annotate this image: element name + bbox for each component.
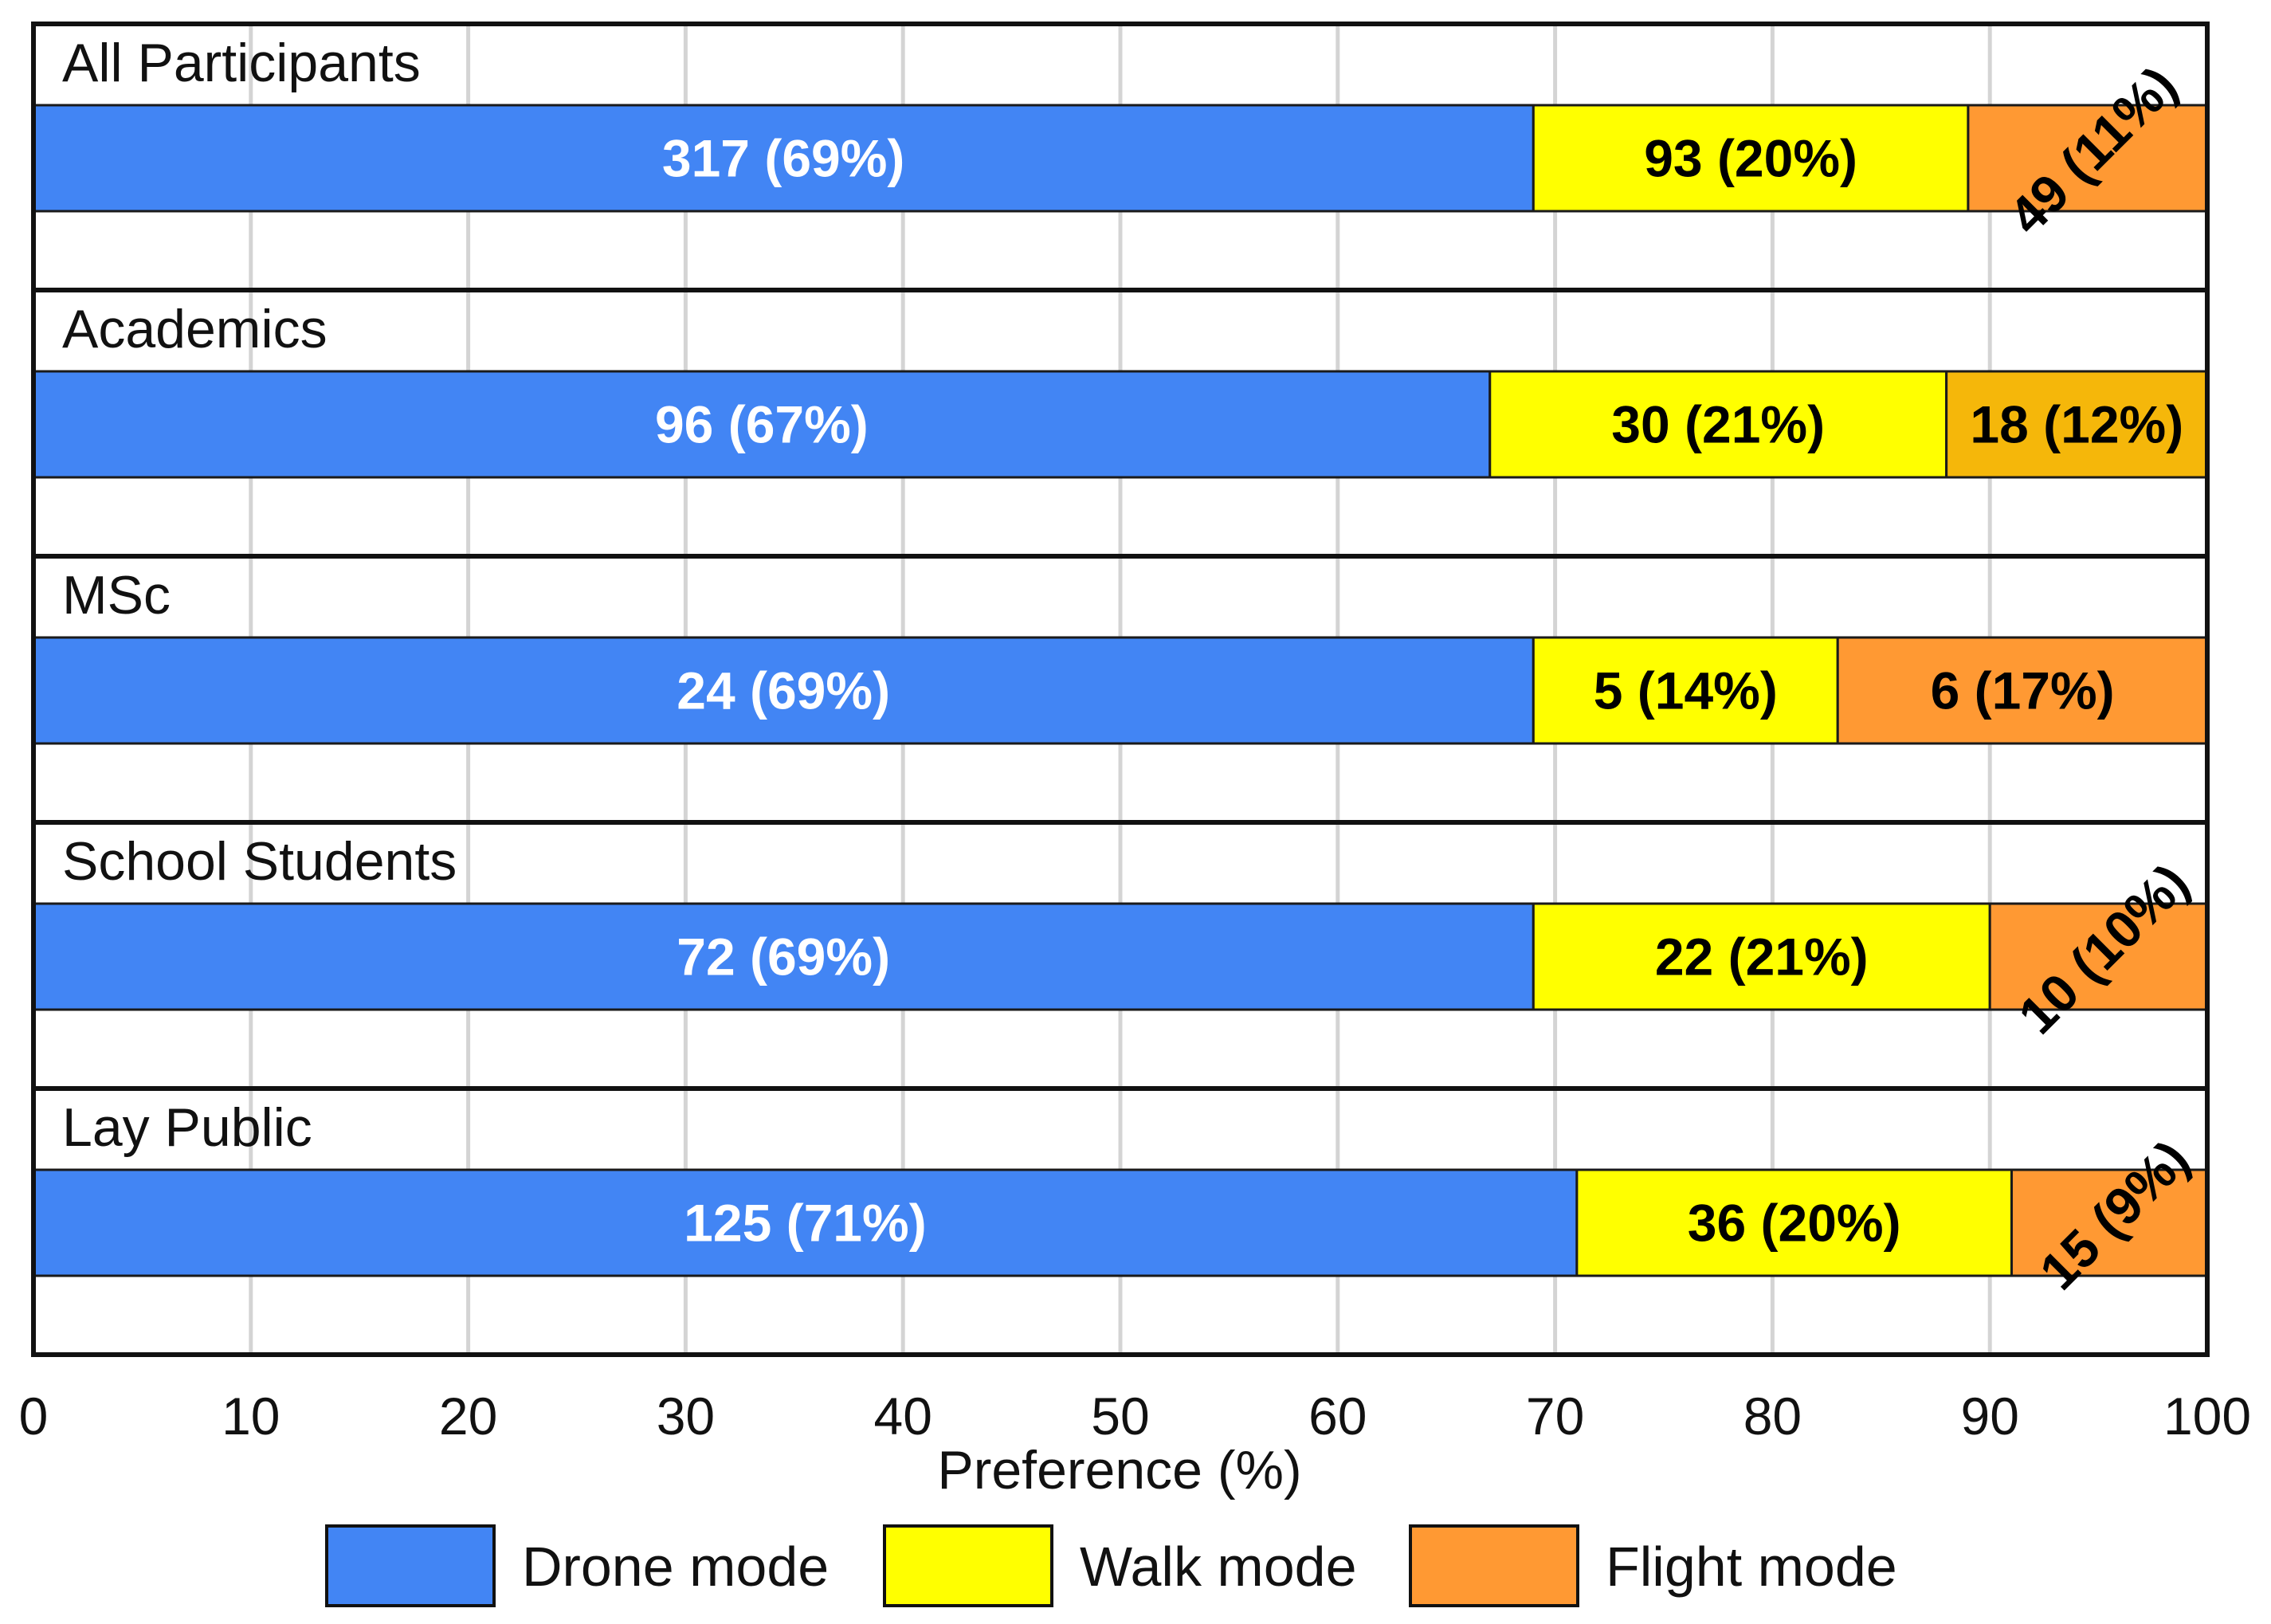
bar-label: 5 (14%) (1594, 661, 1778, 720)
x-tick-label: 60 (1308, 1387, 1367, 1446)
legend-swatch (325, 1524, 496, 1607)
bar-flight-mode (2010, 1168, 2209, 1277)
x-tick-label: 50 (1091, 1387, 1149, 1446)
panel-2: MSc 24 (69%) 5 (14%) 6 (17%) (31, 554, 2210, 825)
bar-label: 72 (69%) (677, 928, 890, 987)
legend-label: Walk mode (1080, 1536, 1357, 1598)
panel-title: Academics (62, 299, 328, 359)
bar-walk-mode (1532, 902, 1991, 1011)
panel-title: MSc (62, 565, 171, 626)
panel-title: All Participants (62, 33, 421, 93)
x-tick-label: 20 (439, 1387, 497, 1446)
bar-label: 125 (71%) (684, 1194, 927, 1253)
legend-label: Drone mode (522, 1536, 829, 1598)
panel-1: Academics 96 (67%) 30 (21%) 18 (12%) (31, 288, 2210, 559)
legend-item: Flight mode (1409, 1524, 1897, 1607)
panel-title: Lay Public (62, 1097, 312, 1158)
bar-flight-mode (1988, 902, 2209, 1011)
x-tick-label: 70 (1526, 1387, 1584, 1446)
x-tick-label: 0 (19, 1387, 49, 1446)
bar-flight-mode (1945, 370, 2209, 479)
x-tick-label: 80 (1743, 1387, 1802, 1446)
bar-label: 24 (69%) (677, 661, 890, 720)
bar-drone-mode (32, 104, 1535, 213)
bar-flight-mode (1836, 636, 2209, 745)
bar-drone-mode (32, 1168, 1579, 1277)
x-axis: 0 10 20 30 40 50 60 70 80 90 100 (19, 1387, 2251, 1446)
bar-label: 36 (20%) (1688, 1194, 1901, 1253)
legend-swatch (883, 1524, 1053, 1607)
bar-label: 18 (12%) (1970, 395, 2183, 454)
legend-item: Walk mode (883, 1524, 1357, 1607)
bar-label: 93 (20%) (1644, 129, 1857, 188)
panel-title: School Students (62, 831, 457, 892)
x-tick-label: 100 (2163, 1387, 2251, 1446)
x-tick-label: 10 (222, 1387, 280, 1446)
bar-flight-mode (1967, 104, 2209, 213)
bar-label: 317 (69%) (662, 129, 905, 188)
bar-walk-mode (1575, 1168, 2013, 1277)
bar-walk-mode (1489, 370, 1948, 479)
bar-drone-mode (32, 370, 1492, 479)
legend: Drone mode Walk mode Flight mode (325, 1524, 1897, 1607)
bar-label: 96 (67%) (655, 395, 869, 454)
x-tick-label: 40 (873, 1387, 932, 1446)
panel-border (31, 1086, 2210, 1357)
bar-label: 22 (21%) (1655, 928, 1869, 987)
legend-item: Drone mode (325, 1524, 829, 1607)
legend-label: Flight mode (1606, 1536, 1897, 1598)
bar-label: 6 (17%) (1931, 661, 2115, 720)
bar-label: 30 (21%) (1611, 395, 1825, 454)
bar-drone-mode (32, 902, 1535, 1011)
x-axis-title: Preference (%) (937, 1440, 1301, 1500)
x-tick-label: 90 (1960, 1387, 2018, 1446)
legend-swatch (1409, 1524, 1579, 1607)
bar-walk-mode (1532, 636, 1839, 745)
x-tick-label: 30 (657, 1387, 715, 1446)
